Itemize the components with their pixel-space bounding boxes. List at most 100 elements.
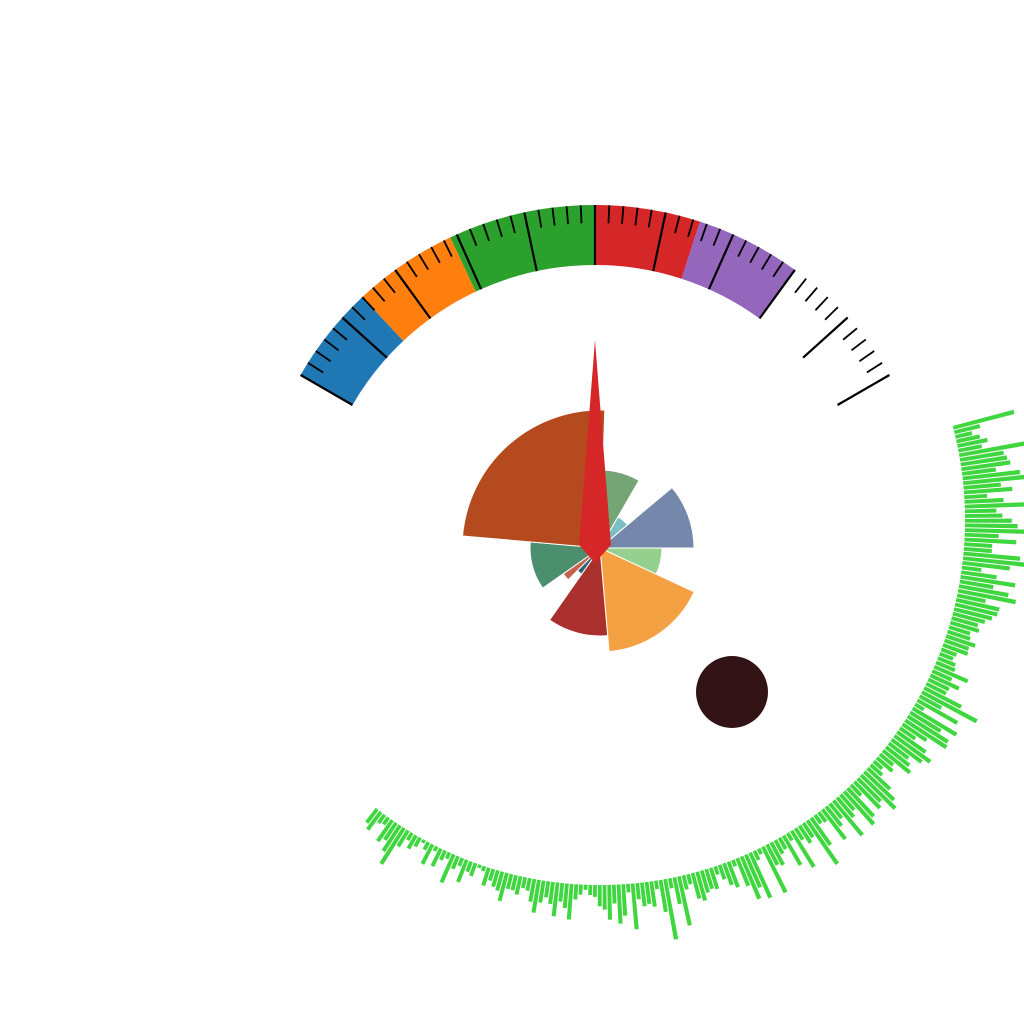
radial-bar bbox=[887, 741, 910, 760]
gauge-minor-tick bbox=[332, 327, 348, 341]
radial-bar bbox=[672, 876, 682, 905]
radial-bar bbox=[964, 537, 1017, 545]
radial-bar bbox=[793, 827, 805, 841]
radial-bar bbox=[381, 816, 390, 826]
radial-bar bbox=[789, 829, 816, 868]
gauge-minor-tick bbox=[712, 228, 721, 246]
radial-bar bbox=[677, 875, 692, 926]
gauge-major-tick bbox=[758, 269, 796, 320]
radial-bar bbox=[942, 643, 969, 656]
radial-bar bbox=[465, 860, 473, 873]
radial-bar bbox=[477, 864, 482, 869]
radial-bar bbox=[649, 881, 657, 907]
radial-bar bbox=[933, 664, 969, 684]
radial-bar bbox=[748, 851, 773, 899]
radial-bar bbox=[906, 714, 949, 744]
radial-bar bbox=[951, 616, 979, 628]
radial-bar bbox=[909, 710, 942, 733]
radial-bar bbox=[820, 808, 847, 841]
radial-bar bbox=[422, 841, 431, 851]
radial-bar bbox=[957, 437, 988, 448]
radial-bar bbox=[963, 482, 1002, 490]
radial-bar bbox=[510, 874, 518, 891]
gauge-major-tick bbox=[802, 316, 849, 359]
gauge-band-3 bbox=[450, 205, 595, 292]
radial-bar bbox=[962, 469, 1021, 481]
radial-bar bbox=[717, 864, 727, 880]
gauge-minor-tick bbox=[537, 209, 543, 228]
radial-bar bbox=[756, 847, 763, 855]
radial-bar bbox=[376, 819, 394, 843]
marker-layer bbox=[696, 656, 768, 728]
polar-segment-5 bbox=[599, 547, 695, 653]
radial-bar bbox=[562, 883, 569, 909]
radial-bar bbox=[842, 790, 876, 826]
radial-bar bbox=[872, 759, 884, 771]
radial-bar bbox=[881, 749, 912, 775]
gauge-needle bbox=[579, 340, 611, 563]
radial-bar bbox=[964, 497, 1004, 504]
radial-bar bbox=[396, 829, 410, 848]
radial-bar bbox=[525, 877, 532, 892]
radial-bar bbox=[813, 813, 823, 825]
gauge-minor-tick bbox=[607, 205, 611, 224]
radial-bar bbox=[884, 745, 911, 768]
radial-bar bbox=[938, 651, 954, 661]
radial-bar bbox=[644, 881, 652, 905]
radial-bar bbox=[722, 862, 734, 886]
radial-bar bbox=[469, 862, 478, 877]
radial-bar bbox=[931, 669, 953, 682]
radial-bar bbox=[735, 857, 751, 887]
radial-bar bbox=[630, 883, 639, 930]
radial-bar bbox=[690, 872, 702, 900]
radial-bar bbox=[695, 871, 708, 902]
radial-bar bbox=[937, 656, 956, 667]
gauge-color-bands bbox=[300, 205, 795, 405]
radial-bar bbox=[491, 869, 500, 888]
radial-bar bbox=[805, 819, 839, 866]
radial-bar bbox=[538, 880, 546, 903]
radial-bar bbox=[752, 849, 761, 861]
radial-bar bbox=[960, 570, 997, 580]
gauge-major-tick bbox=[394, 269, 432, 320]
radial-bar bbox=[588, 884, 593, 896]
radial-bar bbox=[918, 694, 943, 710]
radial-bar bbox=[640, 882, 647, 907]
radial-bar bbox=[635, 882, 641, 900]
radial-bar bbox=[959, 450, 1004, 462]
radial-bar bbox=[611, 884, 617, 904]
gauge-minor-tick bbox=[443, 240, 453, 257]
gauge-minor-tick bbox=[495, 219, 503, 238]
radial-bar bbox=[430, 847, 443, 867]
radial-bar bbox=[420, 843, 435, 865]
radial-bar bbox=[761, 845, 788, 894]
radial-bar bbox=[859, 773, 897, 810]
radial-bar bbox=[953, 424, 981, 435]
radial-bar bbox=[952, 409, 1015, 430]
radial-bar bbox=[962, 474, 1024, 486]
radial-bar bbox=[935, 660, 956, 673]
gauge-band-2 bbox=[362, 237, 476, 341]
radial-bar bbox=[420, 838, 426, 844]
gauge-minor-tick bbox=[700, 223, 708, 242]
radial-bar bbox=[551, 882, 560, 917]
radial-bar bbox=[839, 793, 856, 812]
radial-bar bbox=[849, 783, 863, 797]
radial-bar-series bbox=[365, 409, 1024, 940]
gauge-minor-tick bbox=[579, 205, 583, 224]
gauge-minor-tick bbox=[804, 287, 818, 302]
radial-bar bbox=[948, 625, 971, 636]
polar-segment-10 bbox=[461, 409, 606, 549]
radial-bar bbox=[925, 682, 947, 696]
radial-bar bbox=[531, 879, 541, 913]
gauge-minor-tick bbox=[551, 207, 556, 226]
radial-bar bbox=[914, 702, 925, 712]
radial-bar bbox=[739, 855, 762, 900]
gauge-ticks bbox=[300, 205, 890, 406]
gauge-minor-tick bbox=[772, 261, 784, 278]
radial-bar bbox=[904, 718, 948, 750]
radial-bar bbox=[495, 871, 505, 892]
radial-bar bbox=[961, 460, 1011, 472]
radial-bar bbox=[801, 822, 815, 839]
gauge-minor-tick bbox=[737, 240, 747, 257]
